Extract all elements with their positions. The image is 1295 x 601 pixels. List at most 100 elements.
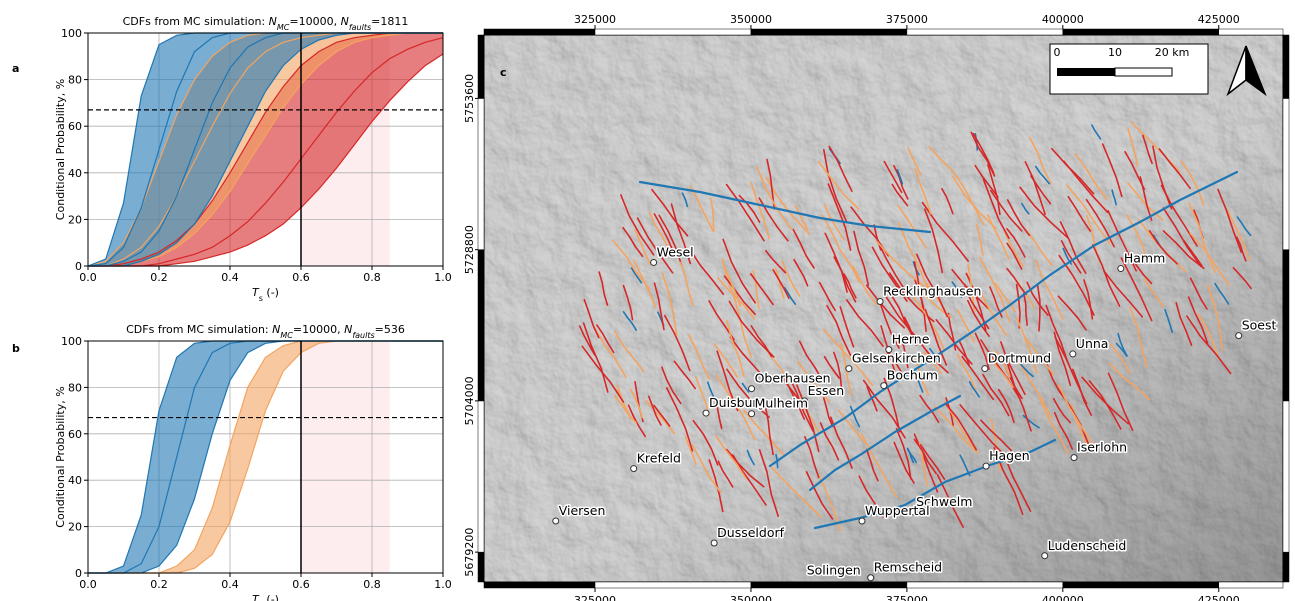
y-tick-label: 5704000 — [463, 376, 476, 425]
chart-title-part: N — [269, 15, 277, 28]
y-tick-label: 80 — [68, 74, 82, 87]
chart-title-part: N — [341, 15, 349, 28]
city-label: Recklinghausen — [883, 283, 981, 298]
figure: 0 10 20 km aCDFs from MC simulation: NMC… — [0, 0, 1295, 601]
y-tick-label: 20 — [68, 521, 82, 534]
city-label: Soest — [1242, 318, 1277, 333]
frame-band — [595, 29, 751, 35]
hillshade-shadow — [484, 35, 1283, 582]
frame-band — [1283, 552, 1289, 582]
city-marker — [846, 366, 852, 372]
x-tick-label: 325000 — [574, 13, 616, 26]
city-marker — [749, 386, 755, 392]
y-tick-label: 100 — [61, 335, 82, 348]
y-tick-label: 5679200 — [463, 528, 476, 577]
chart-title-part: faults — [352, 331, 374, 340]
chart-title-part: MC — [277, 23, 290, 32]
frame-band — [1283, 35, 1289, 98]
chart-title-part: =536 — [375, 323, 405, 336]
city-label: Dusseldorf — [717, 525, 784, 540]
x-tick-label: 325000 — [574, 594, 616, 601]
x-tick-label: 0.4 — [221, 578, 239, 591]
x-tick-label: 425000 — [1198, 594, 1240, 601]
frame-band — [907, 29, 1063, 35]
city-label: Gelsenkirchen — [852, 351, 941, 366]
x-tick-label: 350000 — [730, 594, 772, 601]
scale-segment — [1115, 68, 1172, 76]
city-marker — [881, 383, 887, 389]
frame-band — [478, 250, 484, 401]
frame-band — [484, 29, 595, 35]
city-label: Wuppertal — [865, 503, 930, 518]
frame-band — [1283, 401, 1289, 552]
frame-band — [595, 582, 751, 588]
map-background — [484, 35, 1283, 582]
y-tick-label: 40 — [68, 167, 82, 180]
x-tick-label: 0.4 — [221, 271, 239, 284]
x-tick-label: 0.0 — [79, 578, 97, 591]
scale-label: 10 — [1108, 46, 1122, 59]
city-marker — [982, 366, 988, 372]
x-tick-label: 425000 — [1198, 13, 1240, 26]
frame-band — [1063, 29, 1219, 35]
x-tick-label: 0.6 — [292, 578, 310, 591]
frame-band — [1283, 98, 1289, 249]
chart-title-part: N — [272, 323, 280, 336]
x-tick-label: 400000 — [1042, 594, 1084, 601]
city-marker — [868, 575, 874, 581]
frame-band — [478, 98, 484, 249]
city-label: Viersen — [559, 503, 606, 518]
x-axis-label: Ts (-) — [252, 593, 279, 601]
city-marker — [877, 298, 883, 304]
scale-segment — [1057, 68, 1115, 76]
city-label: Hagen — [989, 448, 1030, 463]
city-marker — [1118, 266, 1124, 272]
y-axis-label: Conditional Probability, % — [54, 386, 67, 527]
city-marker — [1071, 455, 1077, 461]
chart-title-part: =1811 — [371, 15, 408, 28]
chart-title-part: =10000, — [293, 323, 344, 336]
y-tick-label: 5753600 — [463, 74, 476, 123]
scale-label: 0 — [1054, 46, 1061, 59]
x-axis-label-part: (-) — [263, 286, 279, 299]
frame-band — [1283, 250, 1289, 401]
frame-band — [907, 582, 1063, 588]
city-marker — [1070, 351, 1076, 357]
chart-title-part: MC — [280, 331, 293, 340]
city-label: Hamm — [1124, 251, 1165, 266]
city-label: Dortmund — [988, 351, 1051, 366]
y-tick-label: 100 — [61, 27, 82, 40]
x-tick-label: 375000 — [886, 13, 928, 26]
city-label: Krefeld — [637, 451, 681, 466]
x-tick-label: 0.6 — [292, 271, 310, 284]
scale-label: 20 km — [1155, 46, 1190, 59]
chart-title-part: N — [344, 323, 352, 336]
city-marker — [749, 411, 755, 417]
frame-band — [751, 29, 907, 35]
frame-band — [478, 35, 484, 98]
city-marker — [631, 466, 637, 472]
panel-label: a — [12, 62, 19, 75]
city-label: Bochum — [887, 368, 938, 383]
frame-band — [478, 552, 484, 582]
frame-band — [1063, 582, 1219, 588]
x-axis-label: Ts (-) — [252, 286, 279, 303]
x-tick-label: 1.0 — [434, 578, 452, 591]
city-marker — [651, 259, 657, 265]
chart-title-part: CDFs from MC simulation: — [126, 323, 272, 336]
scale-bar: 0 10 20 km — [1050, 44, 1208, 94]
x-tick-label: 375000 — [886, 594, 928, 601]
chart-title: CDFs from MC simulation: NMC=10000, Nfau… — [123, 15, 409, 32]
frame-band — [1219, 582, 1283, 588]
city-marker — [711, 540, 717, 546]
panel-label: c — [500, 66, 507, 79]
y-tick-label: 60 — [68, 428, 82, 441]
x-tick-label: 400000 — [1042, 13, 1084, 26]
x-tick-label: 0.8 — [363, 578, 381, 591]
x-tick-label: 0.2 — [150, 271, 168, 284]
city-label: Herne — [892, 332, 930, 347]
city-marker — [1042, 553, 1048, 559]
chart-title-part: CDFs from MC simulation: — [123, 15, 269, 28]
y-tick-label: 80 — [68, 381, 82, 394]
city-label: Unna — [1076, 336, 1109, 351]
